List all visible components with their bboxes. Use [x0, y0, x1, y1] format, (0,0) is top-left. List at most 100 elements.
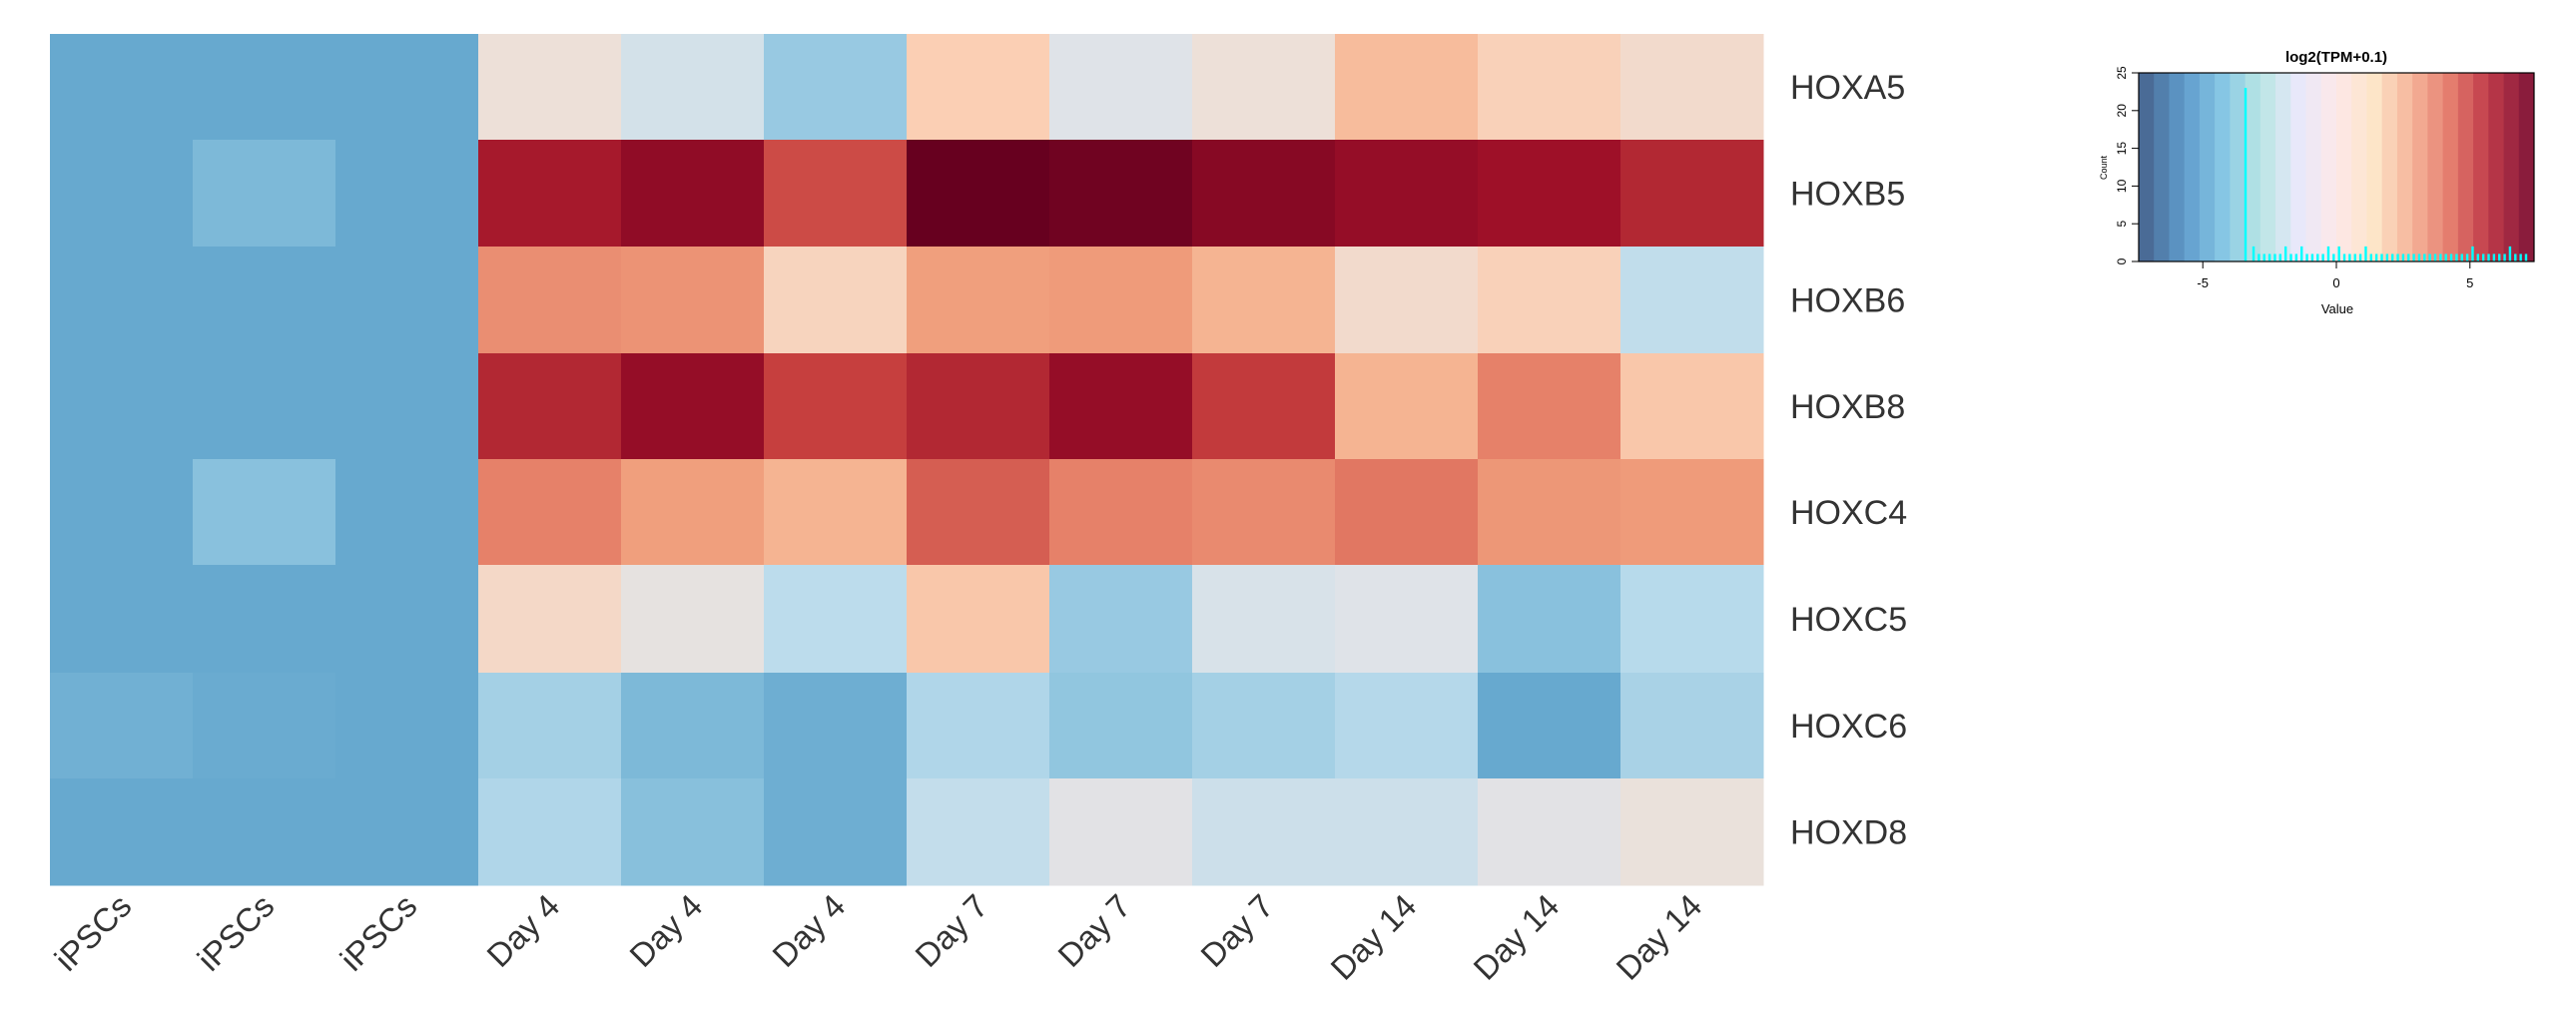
heatmap-cell: [478, 565, 622, 674]
heatmap-cell: [764, 778, 908, 886]
row-label: HOXD8: [1790, 814, 1907, 852]
heatmap-cell: [764, 140, 908, 248]
x-tick-label: -5: [2197, 275, 2209, 290]
row-label: HOXA5: [1790, 69, 1905, 107]
histogram-bar: [2353, 254, 2356, 261]
histogram-bar: [2390, 254, 2394, 261]
heatmap-cell: [478, 353, 622, 460]
heatmap-cell: [1049, 565, 1193, 674]
color-key-band: [2169, 73, 2186, 261]
histogram-bar: [2273, 254, 2276, 261]
heatmap-cell: [907, 565, 1050, 674]
heatmap-cell: [621, 459, 765, 566]
heatmap-cell: [193, 247, 336, 354]
histogram-bar: [2514, 254, 2517, 261]
heatmap-cell: [335, 140, 479, 248]
column-label: iPSCs: [190, 887, 281, 978]
histogram-bar: [2492, 254, 2496, 261]
histogram-bar: [2524, 254, 2528, 261]
color-key-band: [2488, 73, 2504, 261]
heatmap-cell: [50, 34, 194, 141]
row-label: HOXC6: [1790, 708, 1907, 746]
heatmap-cell: [193, 353, 336, 460]
heatmap-cell: [1049, 140, 1193, 248]
heatmap-cell: [1620, 673, 1764, 779]
heatmap-cell: [1478, 673, 1621, 779]
color-key-band: [2427, 73, 2444, 261]
column-label: iPSCs: [332, 887, 423, 978]
column-label: Day 7: [1193, 887, 1280, 974]
heatmap-cell: [335, 565, 479, 674]
heatmap-cell: [1192, 140, 1336, 248]
histogram-bar: [2252, 246, 2255, 261]
heatmap-cell: [1478, 353, 1621, 460]
heatmap-cell: [335, 778, 479, 886]
heatmap-cell: [50, 778, 194, 886]
heatmap-cell: [1620, 34, 1764, 141]
heatmap-cell: [1335, 34, 1479, 141]
heatmap-cell: [621, 34, 765, 141]
heatmap-cell: [1335, 140, 1479, 248]
heatmap-cell: [764, 673, 908, 779]
heatmap-cell: [478, 673, 622, 779]
histogram-bar: [2262, 254, 2265, 261]
color-key-band: [2154, 73, 2170, 261]
heatmap-cell: [621, 778, 765, 886]
heatmap-cell: [1335, 459, 1479, 566]
histogram-bar: [2369, 254, 2372, 261]
histogram-bar: [2316, 254, 2319, 261]
histogram-bar: [2519, 254, 2522, 261]
heatmap-cell: [907, 140, 1050, 248]
heatmap-cell: [1478, 247, 1621, 354]
histogram-bar: [2396, 254, 2399, 261]
heatmap-cell: [1478, 778, 1621, 886]
color-key-band: [2275, 73, 2291, 261]
heatmap-cell: [1049, 247, 1193, 354]
color-key-band: [2457, 73, 2474, 261]
heatmap-cell: [478, 140, 622, 248]
column-label: Day 14: [1323, 887, 1423, 987]
y-tick-label: 5: [2115, 221, 2129, 228]
histogram-bar: [2283, 246, 2287, 261]
heatmap-cell: [764, 34, 908, 141]
color-key-band: [2139, 73, 2155, 261]
heatmap-cell: [335, 673, 479, 779]
heatmap-cell: [478, 778, 622, 886]
histogram-bar: [2476, 254, 2480, 261]
heatmap-cell: [1192, 459, 1336, 566]
heatmap-cell: [1620, 565, 1764, 674]
x-tick-label: 5: [2466, 275, 2473, 290]
histogram-bar: [2244, 88, 2248, 262]
histogram-bar: [2278, 254, 2282, 261]
histogram-bar: [2433, 254, 2437, 261]
heatmap-cell: [1620, 140, 1764, 248]
color-key-band: [2336, 73, 2352, 261]
heatmap-cell: [335, 34, 479, 141]
x-tick-label: 0: [2332, 275, 2339, 290]
heatmap-cell: [621, 565, 765, 674]
color-key-axes: 0 5 10 15 20 25 -5 0 5: [2115, 66, 2535, 290]
row-label: HOXC4: [1790, 494, 1907, 532]
heatmap-cell: [1335, 778, 1479, 886]
heatmap-cell: [764, 247, 908, 354]
heatmap-cell: [1335, 565, 1479, 674]
color-key-band: [2366, 73, 2383, 261]
histogram-bar: [2444, 254, 2447, 261]
histogram-bar: [2401, 254, 2405, 261]
heatmap-cell: [621, 247, 765, 354]
heatmap-cell: [1620, 778, 1764, 886]
histogram-bar: [2385, 254, 2389, 261]
color-key-band: [2230, 73, 2247, 261]
color-key-band: [2412, 73, 2428, 261]
heatmap-cell: [335, 353, 479, 460]
heatmap-cell: [1335, 673, 1479, 779]
heatmap-cell: [1620, 459, 1764, 566]
color-key-band: [2245, 73, 2261, 261]
color-key-band: [2290, 73, 2306, 261]
column-label: Day 7: [1050, 887, 1137, 974]
histogram-bar: [2508, 246, 2512, 261]
histogram-bar: [2342, 254, 2346, 261]
histogram-bar: [2460, 254, 2463, 261]
histogram-bar: [2300, 246, 2303, 261]
histogram-bar: [2358, 254, 2362, 261]
